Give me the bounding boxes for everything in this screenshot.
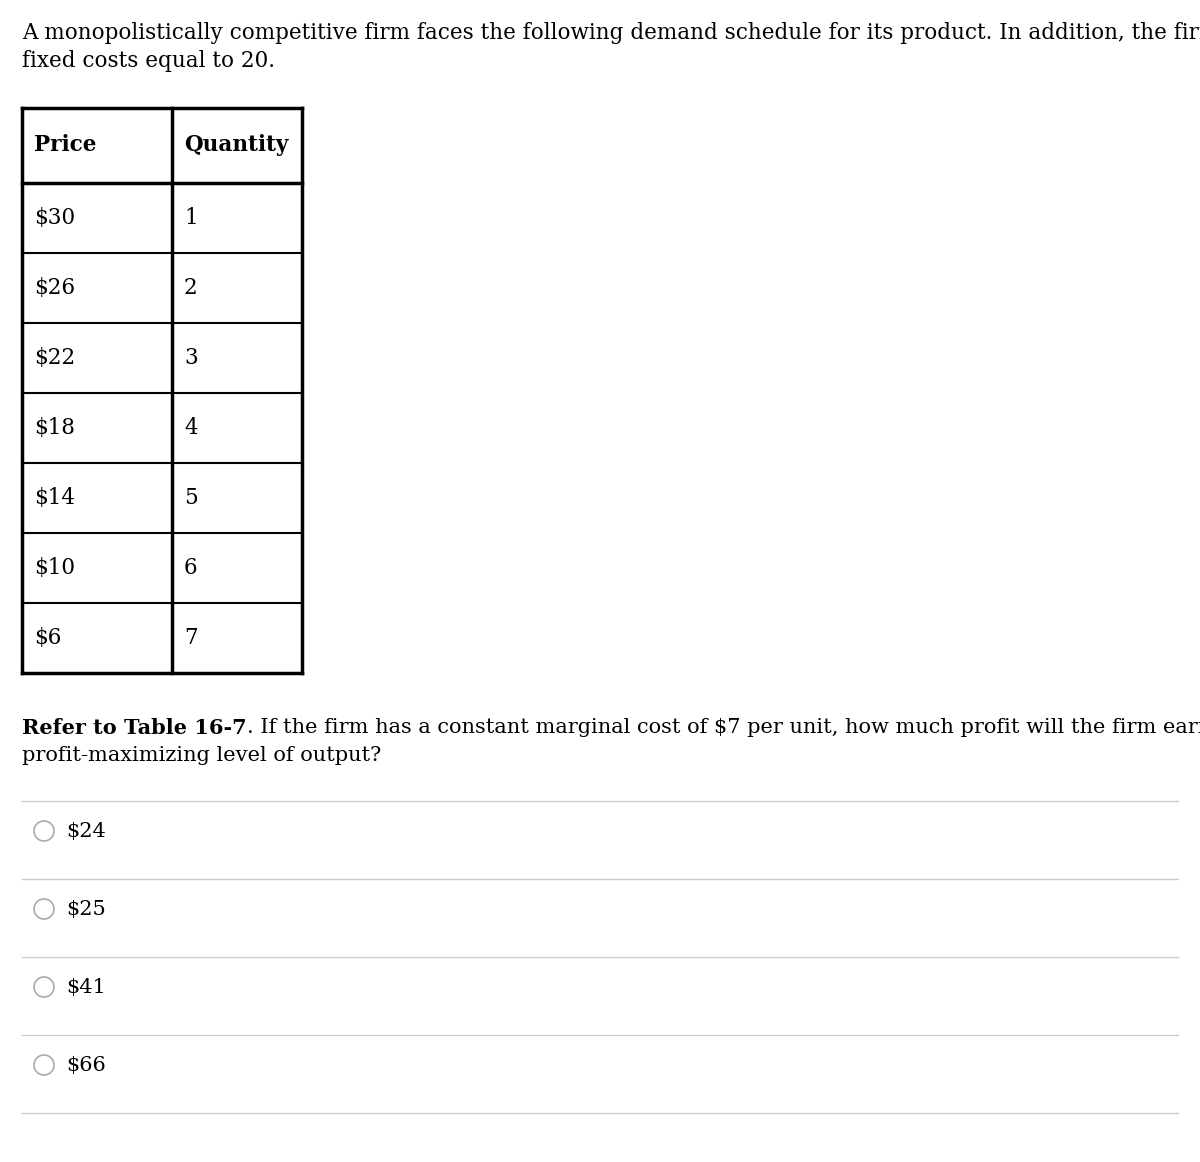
Text: $66: $66 <box>66 1055 106 1075</box>
Text: . If the firm has a constant marginal cost of $7 per unit, how much profit will : . If the firm has a constant marginal co… <box>247 718 1200 737</box>
Text: 6: 6 <box>184 557 198 579</box>
Text: $41: $41 <box>66 977 106 997</box>
Text: $14: $14 <box>34 487 74 509</box>
Text: $24: $24 <box>66 822 106 840</box>
Text: $22: $22 <box>34 347 76 370</box>
Text: $26: $26 <box>34 277 76 299</box>
Text: A monopolistically competitive firm faces the following demand schedule for its : A monopolistically competitive firm face… <box>22 22 1200 44</box>
Text: 1: 1 <box>184 207 198 229</box>
Text: Price: Price <box>34 134 96 156</box>
Text: $6: $6 <box>34 627 61 650</box>
Text: profit-maximizing level of output?: profit-maximizing level of output? <box>22 746 382 765</box>
Text: 5: 5 <box>184 487 198 509</box>
Text: fixed costs equal to 20.: fixed costs equal to 20. <box>22 50 275 72</box>
Text: 3: 3 <box>184 347 198 370</box>
Text: 7: 7 <box>184 627 198 650</box>
Text: $18: $18 <box>34 417 74 439</box>
Text: Refer to Table 16-7: Refer to Table 16-7 <box>22 718 247 738</box>
Text: 4: 4 <box>184 417 198 439</box>
Text: $10: $10 <box>34 557 74 579</box>
Text: Quantity: Quantity <box>184 134 288 156</box>
Text: 2: 2 <box>184 277 198 299</box>
Text: $25: $25 <box>66 899 106 918</box>
Text: $30: $30 <box>34 207 76 229</box>
